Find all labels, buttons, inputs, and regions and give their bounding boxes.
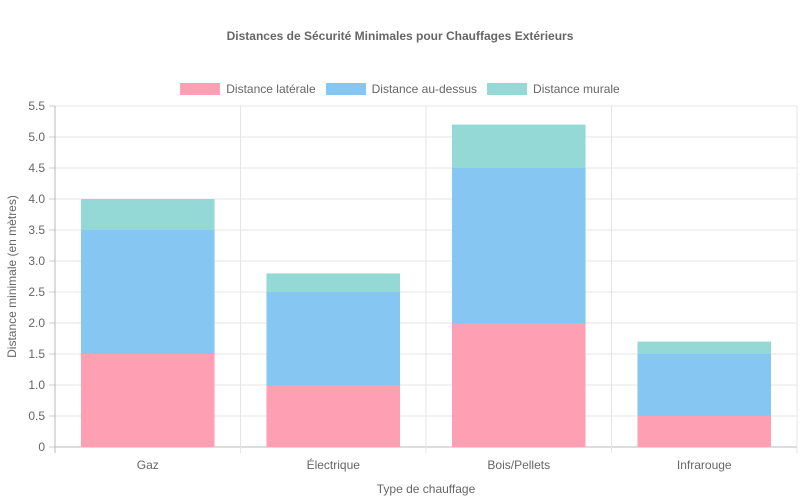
y-tick-label: 5.5 xyxy=(28,99,45,113)
bar-segment[interactable] xyxy=(451,323,586,447)
bar-segment[interactable] xyxy=(451,168,586,323)
x-axis-title: Type de chauffage xyxy=(377,482,476,496)
legend-label-wall: Distance murale xyxy=(533,82,620,96)
y-tick-label: 4.5 xyxy=(28,161,45,175)
legend-item-lateral[interactable]: Distance latérale xyxy=(180,82,316,96)
legend-label-lateral: Distance latérale xyxy=(226,82,316,96)
legend-item-above[interactable]: Distance au-dessus xyxy=(325,82,478,96)
legend-swatch-above xyxy=(325,83,366,95)
legend-swatch-lateral xyxy=(180,83,221,95)
bar-segment[interactable] xyxy=(80,199,215,230)
bar-segment[interactable] xyxy=(266,273,401,292)
x-tick-label: Bois/Pellets xyxy=(487,458,550,472)
bar-segment[interactable] xyxy=(637,416,772,447)
y-tick-label: 2.0 xyxy=(28,316,45,330)
legend-item-wall[interactable]: Distance murale xyxy=(487,82,620,96)
y-axis-title: Distance minimale (en mètres) xyxy=(5,195,19,358)
y-tick-label: 2.5 xyxy=(28,285,45,299)
y-tick-label: 0.5 xyxy=(28,409,45,423)
y-tick-label: 5.0 xyxy=(28,130,45,144)
bar-segment[interactable] xyxy=(637,354,772,416)
y-tick-label: 3.0 xyxy=(28,254,45,268)
y-tick-label: 1.5 xyxy=(28,347,45,361)
bar-segment[interactable] xyxy=(266,385,401,447)
bar-segment[interactable] xyxy=(80,354,215,447)
legend-swatch-wall xyxy=(487,83,528,95)
y-tick-label: 1.0 xyxy=(28,378,45,392)
bar-segment[interactable] xyxy=(80,230,215,354)
bar-segment[interactable] xyxy=(637,341,772,354)
bar-segment[interactable] xyxy=(266,292,401,385)
legend: Distance latérale Distance au-dessus Dis… xyxy=(0,82,800,96)
x-tick-label: Infrarouge xyxy=(677,458,732,472)
x-tick-label: Gaz xyxy=(137,458,159,472)
y-tick-label: 4.0 xyxy=(28,192,45,206)
chart-title: Distances de Sécurité Minimales pour Cha… xyxy=(226,29,574,43)
y-tick-label: 3.5 xyxy=(28,223,45,237)
bar-segment[interactable] xyxy=(451,124,586,168)
legend-label-above: Distance au-dessus xyxy=(371,82,478,96)
x-tick-label: Électrique xyxy=(307,457,361,472)
y-tick-label: 0 xyxy=(38,440,45,454)
